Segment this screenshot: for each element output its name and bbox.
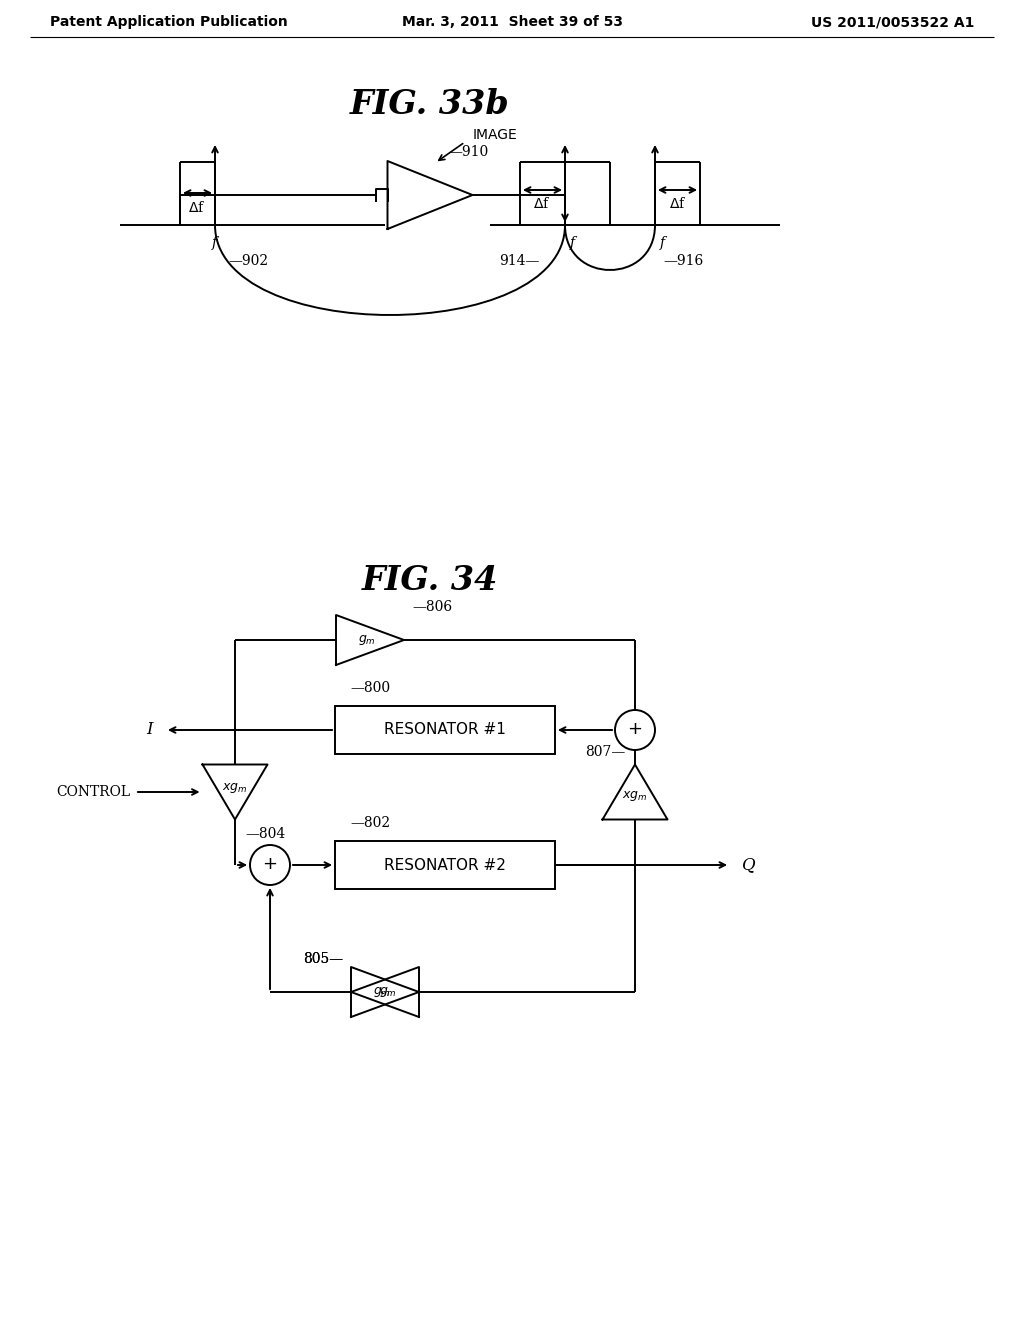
Text: f: f <box>660 236 666 249</box>
Text: 805—: 805— <box>303 952 343 966</box>
Text: $xg_m$: $xg_m$ <box>623 789 648 803</box>
Text: —806: —806 <box>412 601 453 614</box>
Text: +: + <box>628 719 642 738</box>
Bar <box>335 841 555 888</box>
Text: Patent Application Publication: Patent Application Publication <box>50 15 288 29</box>
Text: Q: Q <box>742 857 756 874</box>
Bar <box>335 706 555 754</box>
Text: —804: —804 <box>245 826 286 841</box>
Text: US 2011/0053522 A1: US 2011/0053522 A1 <box>811 15 974 29</box>
Text: FIG. 34: FIG. 34 <box>361 564 499 597</box>
Text: $g_m$: $g_m$ <box>358 634 376 647</box>
Text: IMAGE: IMAGE <box>473 128 517 143</box>
Text: 805—: 805— <box>303 952 343 966</box>
Text: I: I <box>146 722 153 738</box>
Text: FIG. 33b: FIG. 33b <box>350 88 510 121</box>
Text: f: f <box>212 236 217 249</box>
Text: 914—: 914— <box>500 253 540 268</box>
Text: RESONATOR #1: RESONATOR #1 <box>384 722 506 738</box>
Text: —902: —902 <box>228 253 268 268</box>
Text: +: + <box>262 855 278 873</box>
Text: f: f <box>570 236 575 249</box>
Text: CONTROL: CONTROL <box>56 785 130 799</box>
Text: $\Delta$f: $\Delta$f <box>534 197 551 211</box>
Text: —800: —800 <box>350 681 390 696</box>
Text: $g_m$: $g_m$ <box>379 985 397 999</box>
Text: —910: —910 <box>449 145 488 158</box>
Text: $\Delta$f: $\Delta$f <box>188 201 206 215</box>
Text: 807—: 807— <box>585 746 626 759</box>
Text: $\Delta$f: $\Delta$f <box>670 197 687 211</box>
Text: Mar. 3, 2011  Sheet 39 of 53: Mar. 3, 2011 Sheet 39 of 53 <box>401 15 623 29</box>
Text: RESONATOR #2: RESONATOR #2 <box>384 858 506 873</box>
Text: —916: —916 <box>663 253 703 268</box>
Text: $xg_m$: $xg_m$ <box>222 781 248 795</box>
Text: —802: —802 <box>350 816 390 830</box>
Text: $g_m$: $g_m$ <box>373 985 391 999</box>
